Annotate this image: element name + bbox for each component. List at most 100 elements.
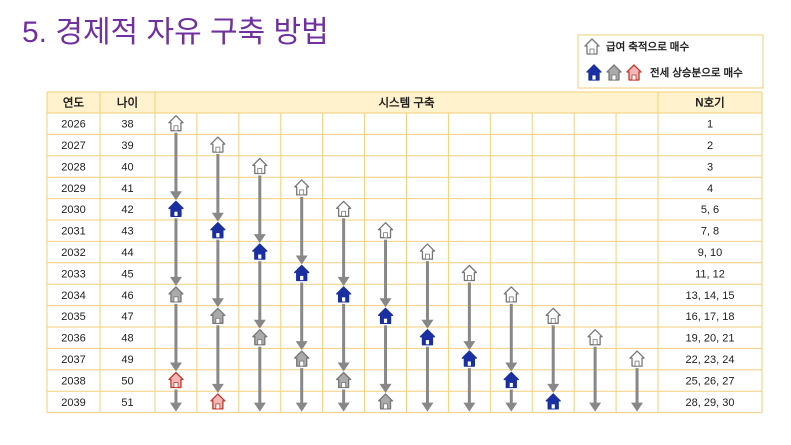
arrow-head [631, 402, 644, 412]
house-door [508, 382, 514, 388]
house-door [611, 74, 617, 81]
house-door [215, 146, 221, 153]
age-cell: 48 [121, 333, 133, 345]
house-icon [168, 286, 184, 303]
arrow-head [169, 362, 182, 372]
age-cell: 44 [121, 247, 133, 259]
year-cell: 2035 [61, 311, 85, 323]
house-icon [335, 371, 352, 389]
house-icon [335, 200, 352, 217]
house-icon [586, 64, 602, 81]
arrow-head [589, 402, 602, 412]
house-door [425, 339, 430, 346]
n-cell: 5, 6 [701, 204, 719, 216]
year-cell: 2034 [61, 290, 85, 302]
n-cell: 28, 29, 30 [686, 397, 735, 409]
house-icon [252, 329, 268, 346]
age-cell: 39 [121, 140, 133, 152]
n-cell: 25, 26, 27 [686, 375, 735, 387]
house-icon [503, 371, 519, 389]
legend-deposit: 전세 상승분으로 매수 [650, 66, 743, 79]
house-icon [545, 393, 561, 410]
age-cell: 49 [121, 354, 133, 366]
house-icon [210, 393, 226, 410]
year-cell: 2029 [61, 183, 85, 195]
house-icon [210, 222, 226, 239]
header-bg [47, 92, 762, 113]
house-door [550, 317, 556, 324]
house-icon [503, 286, 519, 303]
house-door [631, 74, 637, 81]
age-cell: 42 [121, 204, 133, 216]
house-icon [584, 38, 600, 55]
house-icon [629, 350, 645, 367]
arrow-head [253, 319, 266, 329]
house-door [341, 210, 347, 217]
n-cell: 1 [707, 119, 713, 131]
house-icon [252, 157, 268, 175]
header-cell: 연도 [63, 96, 85, 110]
house-door [215, 232, 221, 239]
legend-salary: 급여 축적으로 매수 [606, 40, 689, 53]
house-door [341, 382, 347, 388]
year-cell: 2039 [61, 397, 85, 409]
house-icon [294, 350, 310, 367]
house-icon [335, 286, 352, 303]
age-cell: 45 [121, 268, 133, 280]
house-icon [419, 329, 436, 346]
house-door [299, 275, 305, 281]
house-door [299, 360, 305, 367]
house-icon [210, 307, 226, 324]
n-cell: 11, 12 [695, 268, 725, 280]
arrow-head [505, 402, 518, 412]
arrow-head [421, 402, 434, 412]
house-door [215, 317, 221, 324]
arrow-head [421, 319, 434, 329]
year-cell: 2028 [61, 161, 85, 173]
house-door [591, 74, 597, 81]
house-door [341, 296, 347, 303]
arrow-head [505, 362, 518, 372]
house-door [508, 296, 514, 303]
house-icon [377, 307, 394, 324]
house-door [257, 339, 263, 346]
arrow-head [379, 298, 392, 308]
house-door [173, 382, 179, 388]
age-cell: 41 [121, 183, 133, 195]
n-cell: 2 [707, 140, 713, 152]
house-icon [377, 222, 394, 239]
arrow-head [379, 383, 392, 393]
house-icon [168, 371, 184, 389]
n-cell: 7, 8 [701, 226, 719, 238]
house-icon [587, 329, 603, 346]
house-icon [606, 64, 622, 81]
year-cell: 2031 [61, 226, 85, 238]
house-icon [545, 307, 561, 324]
year-cell: 2027 [61, 140, 85, 152]
arrow-head [211, 212, 224, 222]
house-door [173, 210, 179, 217]
house-icon [461, 264, 478, 282]
header-cell: 나이 [117, 96, 138, 110]
age-cell: 38 [121, 119, 133, 131]
age-cell: 47 [121, 311, 133, 323]
arrow-head [169, 402, 182, 412]
house-door [550, 403, 556, 410]
house-icon [168, 115, 184, 132]
house-icon [294, 179, 310, 196]
arrow-head [337, 402, 350, 412]
house-door [173, 296, 179, 303]
n-cell: 19, 20, 21 [686, 333, 735, 345]
n-cell: 16, 17, 18 [686, 311, 735, 323]
house-door [257, 253, 263, 260]
year-cell: 2033 [61, 268, 85, 280]
house-door [634, 360, 640, 367]
house-door [589, 48, 595, 55]
house-door [466, 360, 472, 367]
house-door [173, 125, 179, 132]
arrow-head [337, 276, 350, 286]
title: 5. 경제적 자유 구축 방법 [22, 16, 329, 49]
age-cell: 46 [121, 290, 133, 302]
age-cell: 50 [121, 375, 133, 387]
arrow-head [463, 341, 476, 351]
